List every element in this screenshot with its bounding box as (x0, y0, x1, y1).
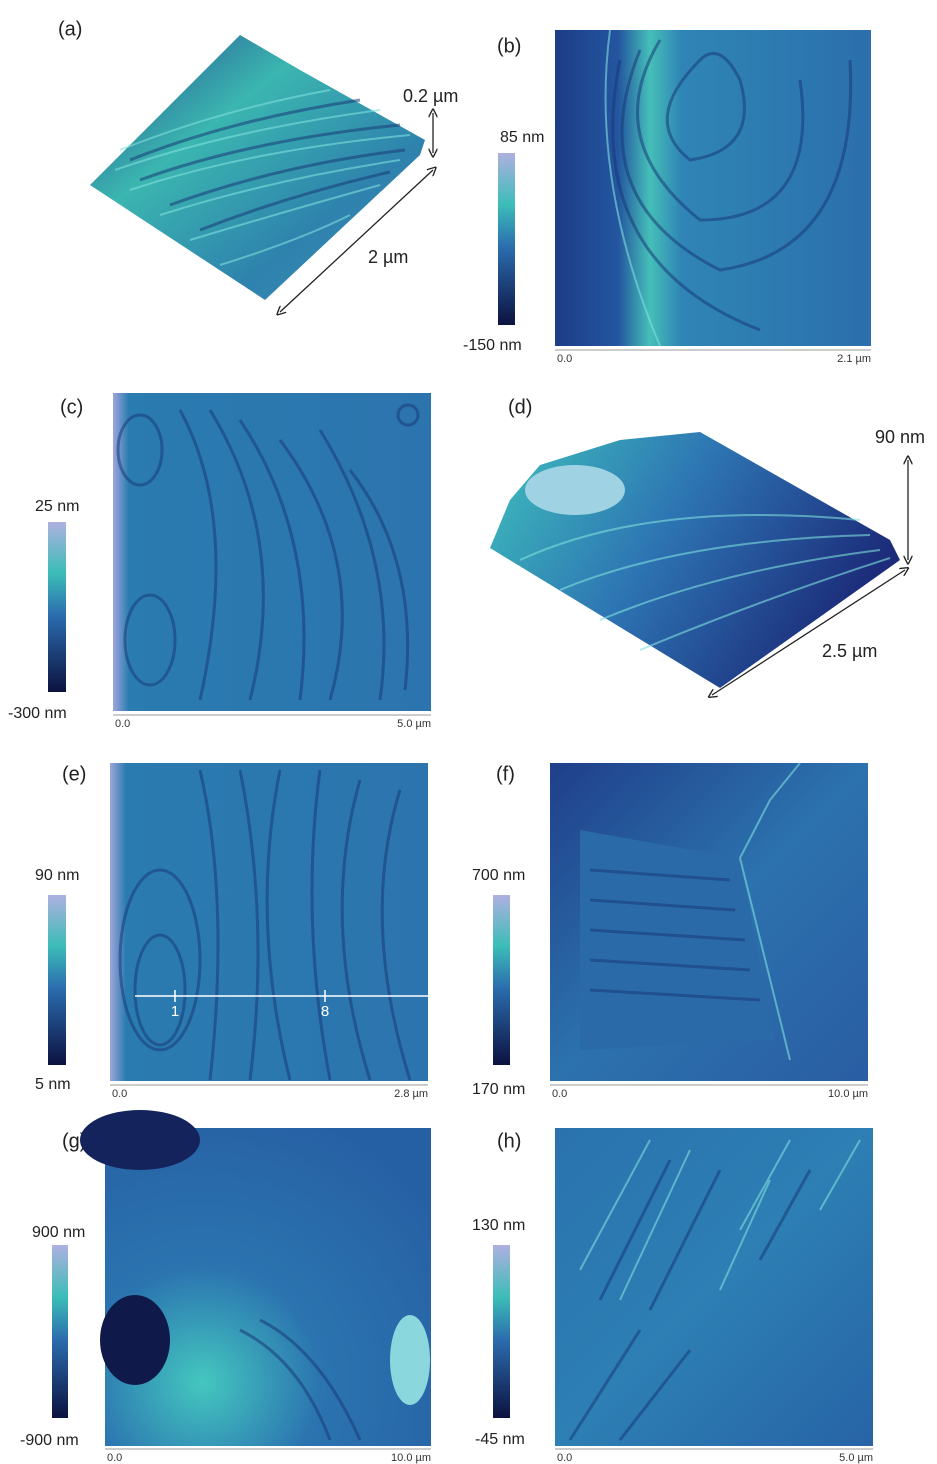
profile-marker: 1 (171, 1003, 179, 1020)
panel-label: (f) (496, 763, 515, 785)
height-label: 0.2 µm (403, 86, 458, 106)
length-label: 2 µm (368, 247, 408, 267)
panel-label: (b) (497, 35, 521, 57)
colorbar-max: 700 nm (472, 867, 525, 884)
colorbar-max: 90 nm (35, 867, 79, 884)
axis-start: 0.0 (557, 353, 572, 365)
afm-image (550, 763, 868, 1081)
axis-start: 0.0 (107, 1452, 122, 1464)
axis-start: 0.0 (112, 1088, 127, 1100)
colorbar-max: 900 nm (32, 1224, 85, 1241)
panel-label: (a) (58, 18, 82, 40)
height-label: 90 nm (875, 427, 925, 447)
axis-start: 0.0 (557, 1452, 572, 1464)
colorbar-min: -300 nm (8, 705, 67, 722)
colorbar-min: -150 nm (463, 337, 522, 354)
afm-image (113, 393, 431, 711)
colorbar-max: 130 nm (472, 1217, 525, 1234)
panel-label: (c) (60, 396, 83, 418)
colorbar (493, 1245, 510, 1418)
axis-start: 0.0 (115, 718, 130, 730)
axis-end: 10.0 µm (828, 1088, 868, 1100)
colorbar-max: 25 nm (35, 498, 79, 515)
axis-end: 5.0 µm (397, 718, 431, 730)
colorbar-min: -900 nm (20, 1432, 79, 1449)
axis-end: 5.0 µm (839, 1452, 873, 1464)
panel-label: (h) (497, 1130, 521, 1152)
length-label: 2.5 µm (822, 641, 877, 661)
colorbar-min: 170 nm (472, 1081, 525, 1098)
afm-image (555, 1128, 873, 1446)
colorbar (48, 522, 66, 692)
colorbar-min: 5 nm (35, 1076, 71, 1093)
axis-end: 10.0 µm (391, 1452, 431, 1464)
colorbar (48, 895, 66, 1065)
colorbar (498, 153, 515, 325)
colorbar (493, 895, 510, 1065)
figure: (a) 0.2 µm 2 µm (b) (c) (d) 90 nm 2.5 µm… (0, 0, 937, 1464)
axis-start: 0.0 (552, 1088, 567, 1100)
afm-image (555, 30, 871, 346)
profile-marker: 8 (321, 1003, 329, 1020)
axis-end: 2.8 µm (394, 1088, 428, 1100)
afm-image (80, 1110, 431, 1446)
axis-end: 2.1 µm (837, 353, 871, 365)
panel-label: (e) (62, 763, 86, 785)
afm-image (110, 763, 428, 1081)
panel-label: (d) (508, 396, 532, 418)
colorbar-min: -45 nm (475, 1431, 525, 1448)
colorbar (52, 1245, 68, 1418)
colorbar-max: 85 nm (500, 129, 544, 146)
